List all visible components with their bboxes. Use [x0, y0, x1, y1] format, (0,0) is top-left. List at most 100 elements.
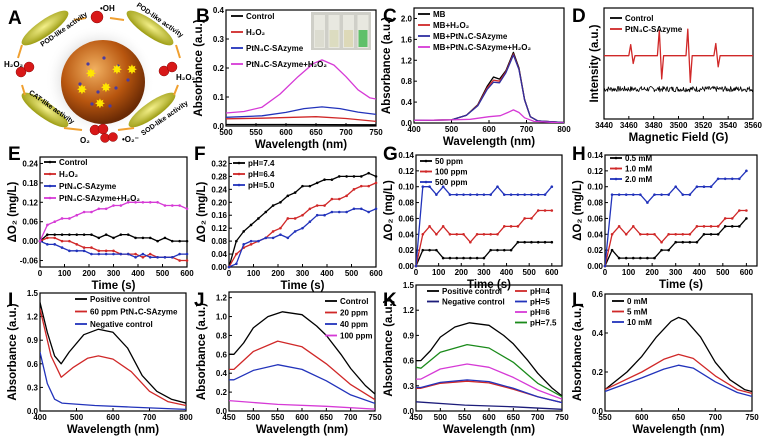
data-point	[228, 266, 231, 269]
x-axis-title: Wavelength (nm)	[443, 136, 535, 148]
x-tick-label: 200	[455, 268, 469, 277]
h2o2-left-label: H₂O₂	[4, 60, 24, 69]
data-point	[745, 170, 748, 173]
series-line-3	[226, 107, 376, 117]
data-point	[287, 237, 290, 240]
data-point	[301, 185, 304, 188]
y-tick-label: 0.06	[398, 214, 414, 223]
data-point	[186, 240, 189, 243]
legend-label: PtN₄C-SAzyme	[625, 25, 683, 34]
data-point	[455, 257, 458, 260]
data-point	[134, 237, 137, 240]
data-point	[309, 207, 312, 210]
data-point	[90, 253, 93, 256]
data-point	[178, 204, 181, 207]
y-tick-label: 1.6	[401, 35, 413, 44]
oxygen-label: O₂	[80, 136, 90, 145]
data-point	[421, 185, 424, 188]
data-point	[731, 177, 734, 180]
data-point	[537, 241, 540, 244]
data-point	[178, 240, 181, 243]
data-point	[345, 211, 348, 214]
data-point	[510, 193, 513, 196]
data-point	[618, 257, 621, 260]
legend-label: PtN₄C-SAzyme+H₂O₂	[246, 60, 327, 69]
legend-label: pH=6	[530, 308, 550, 317]
data-point	[323, 204, 326, 207]
data-point	[503, 249, 506, 252]
data-point	[345, 195, 348, 198]
data-point	[667, 193, 670, 196]
legend-label: 1.0 mM	[625, 165, 652, 174]
data-point	[632, 193, 635, 196]
data-point	[367, 185, 370, 188]
data-point	[98, 253, 101, 256]
data-point	[667, 249, 670, 252]
y-tick-label: 0.0	[213, 122, 225, 131]
legend-label: PtN₄C-SAzyme	[59, 182, 117, 191]
data-point	[717, 177, 720, 180]
y-tick-label: 0.06	[22, 218, 38, 227]
data-point	[149, 201, 152, 204]
x-tick-label: 600	[635, 413, 649, 422]
x-tick-label: 400	[320, 269, 334, 278]
x-tick-label: 100	[58, 269, 72, 278]
y-tick-label: 0.08	[587, 199, 603, 208]
data-point	[375, 182, 378, 185]
data-point	[435, 249, 438, 252]
legend-marker	[425, 170, 428, 173]
data-point	[360, 207, 363, 210]
y-tick-label: 1.2	[27, 313, 39, 322]
x-tick-label: 3500	[670, 121, 688, 130]
data-point	[250, 243, 253, 246]
data-point	[674, 241, 677, 244]
series-line-3	[605, 365, 752, 396]
y-tick-label: 0.4	[401, 98, 413, 107]
data-point	[264, 211, 267, 214]
x-tick-label: 0	[38, 269, 43, 278]
y-tick-label: 0.04	[211, 250, 227, 259]
x-tick-label: 600	[180, 269, 194, 278]
legend-label: 50 ppm	[435, 157, 463, 166]
legend-label: pH=4	[530, 287, 550, 296]
x-tick-label: 600	[369, 269, 383, 278]
data-point	[530, 241, 533, 244]
data-point	[98, 207, 101, 210]
y-axis-title: ΔO₂ (mg/L)	[383, 180, 395, 241]
data-point	[544, 209, 547, 212]
y-tick-label: 0.02	[587, 246, 603, 255]
legend-label: Positive control	[442, 287, 502, 296]
legend-label: 100 ppm	[435, 168, 467, 177]
y-tick-label: 0.0	[401, 119, 413, 128]
panel-label: D	[572, 6, 586, 27]
x-tick-label: 600	[740, 268, 754, 277]
data-point	[551, 209, 554, 212]
x-tick-label: 700	[339, 128, 353, 137]
data-point	[530, 217, 533, 220]
data-point	[660, 241, 663, 244]
y-tick-label: 1.5	[27, 289, 39, 298]
data-point	[53, 237, 56, 240]
data-point	[61, 217, 64, 220]
data-point	[710, 225, 713, 228]
data-point	[428, 225, 431, 228]
data-point	[149, 256, 152, 259]
data-point	[294, 217, 297, 220]
data-point	[112, 253, 115, 256]
x-tick-label: 650	[309, 128, 323, 137]
legend-label: Control	[246, 12, 274, 21]
data-point	[61, 246, 64, 249]
data-point	[523, 217, 526, 220]
superoxide-label: •O₂⁻	[122, 135, 139, 144]
series-line-3	[416, 187, 552, 266]
series-line-3	[40, 352, 186, 409]
y-tick-label: 1.2	[401, 56, 413, 65]
data-point	[164, 237, 167, 240]
y-tick-label: 0.4	[216, 369, 228, 378]
legend-marker	[238, 162, 241, 165]
data-point	[83, 211, 86, 214]
